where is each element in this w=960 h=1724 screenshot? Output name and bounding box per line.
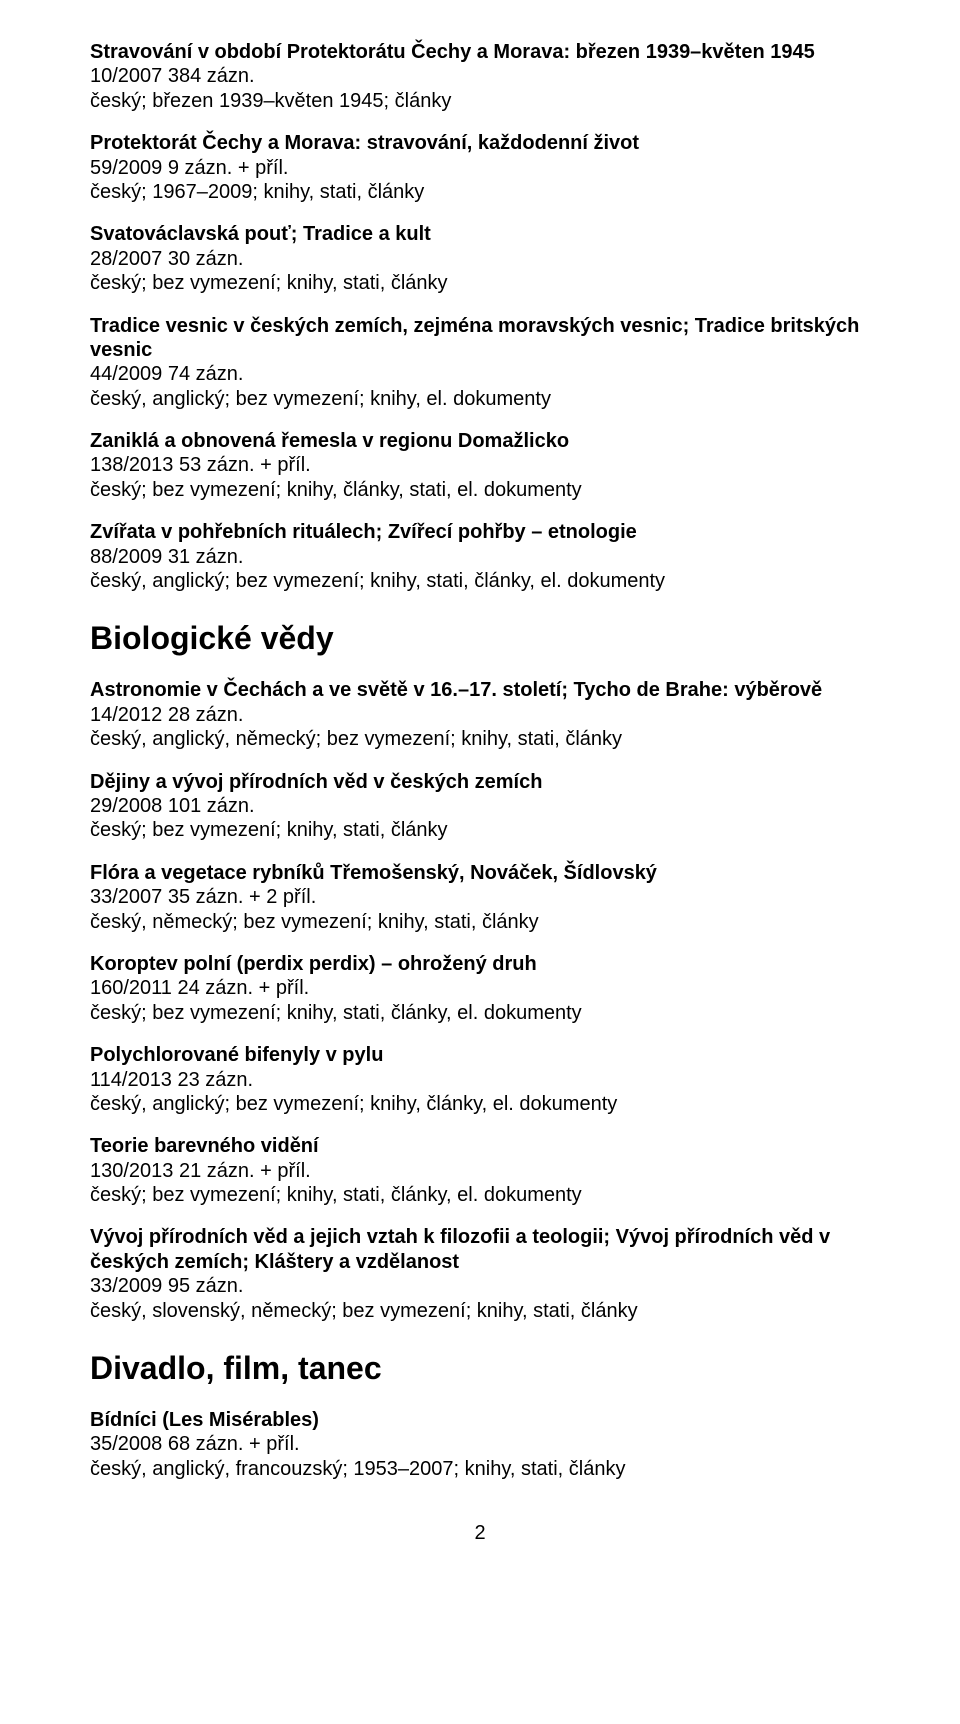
entry-meta: český, německý; bez vymezení; knihy, sta… (90, 910, 870, 934)
bio-entry: Teorie barevného vidění130/2013 21 zázn.… (90, 1134, 870, 1207)
entry-ref: 29/2008 101 zázn. (90, 794, 870, 818)
entry-meta: český, anglický, francouzský; 1953–2007;… (90, 1457, 870, 1481)
entry-title: Zvířata v pohřebních rituálech; Zvířecí … (90, 520, 870, 544)
entry-ref: 44/2009 74 zázn. (90, 362, 870, 386)
section-heading-bio: Biologické vědy (90, 619, 870, 658)
top-entry: Stravování v období Protektorátu Čechy a… (90, 40, 870, 113)
entry-meta: český; bez vymezení; knihy, stati, článk… (90, 1183, 870, 1207)
bio-entry: Polychlorované bifenyly v pylu114/2013 2… (90, 1043, 870, 1116)
entry-title: Vývoj přírodních věd a jejich vztah k fi… (90, 1225, 870, 1274)
entry-title: Dějiny a vývoj přírodních věd v českých … (90, 770, 870, 794)
entry-ref: 59/2009 9 zázn. + příl. (90, 156, 870, 180)
entry-ref: 35/2008 68 zázn. + příl. (90, 1432, 870, 1456)
top-entry: Protektorát Čechy a Morava: stravování, … (90, 131, 870, 204)
bio-entry: Koroptev polní (perdix perdix) – ohrožen… (90, 952, 870, 1025)
entry-title: Polychlorované bifenyly v pylu (90, 1043, 870, 1067)
bio-entry: Dějiny a vývoj přírodních věd v českých … (90, 770, 870, 843)
entry-title: Svatováclavská pouť; Tradice a kult (90, 222, 870, 246)
entry-ref: 138/2013 53 zázn. + příl. (90, 453, 870, 477)
entry-title: Teorie barevného vidění (90, 1134, 870, 1158)
entry-ref: 10/2007 384 zázn. (90, 64, 870, 88)
page-number: 2 (90, 1521, 870, 1545)
entry-meta: český; bez vymezení; knihy, stati, článk… (90, 271, 870, 295)
entry-ref: 114/2013 23 zázn. (90, 1068, 870, 1092)
entry-ref: 130/2013 21 zázn. + příl. (90, 1159, 870, 1183)
entry-meta: český, anglický; bez vymezení; knihy, el… (90, 387, 870, 411)
entry-title: Flóra a vegetace rybníků Třemošenský, No… (90, 861, 870, 885)
top-entry: Tradice vesnic v českých zemích, zejména… (90, 314, 870, 412)
bio-entry: Flóra a vegetace rybníků Třemošenský, No… (90, 861, 870, 934)
entry-title: Protektorát Čechy a Morava: stravování, … (90, 131, 870, 155)
entry-title: Stravování v období Protektorátu Čechy a… (90, 40, 870, 64)
entry-title: Bídníci (Les Misérables) (90, 1408, 870, 1432)
entry-title: Astronomie v Čechách a ve světě v 16.–17… (90, 678, 870, 702)
section-heading-div: Divadlo, film, tanec (90, 1349, 870, 1388)
div-entry: Bídníci (Les Misérables)35/2008 68 zázn.… (90, 1408, 870, 1481)
entry-ref: 88/2009 31 zázn. (90, 545, 870, 569)
entry-ref: 160/2011 24 zázn. + příl. (90, 976, 870, 1000)
entry-meta: český, anglický; bez vymezení; knihy, čl… (90, 1092, 870, 1116)
entry-meta: český, slovenský, německý; bez vymezení;… (90, 1299, 870, 1323)
entry-ref: 33/2007 35 zázn. + 2 příl. (90, 885, 870, 909)
entry-meta: český; 1967–2009; knihy, stati, články (90, 180, 870, 204)
entry-title: Tradice vesnic v českých zemích, zejména… (90, 314, 870, 363)
entry-meta: český; bez vymezení; knihy, články, stat… (90, 478, 870, 502)
entry-meta: český; březen 1939–květen 1945; články (90, 89, 870, 113)
entry-meta: český, anglický; bez vymezení; knihy, st… (90, 569, 870, 593)
entry-ref: 28/2007 30 zázn. (90, 247, 870, 271)
entry-ref: 14/2012 28 zázn. (90, 703, 870, 727)
top-entry: Zvířata v pohřebních rituálech; Zvířecí … (90, 520, 870, 593)
entry-title: Koroptev polní (perdix perdix) – ohrožen… (90, 952, 870, 976)
entry-title: Zaniklá a obnovená řemesla v regionu Dom… (90, 429, 870, 453)
entry-meta: český; bez vymezení; knihy, stati, článk… (90, 818, 870, 842)
entry-meta: český; bez vymezení; knihy, stati, článk… (90, 1001, 870, 1025)
top-entry: Svatováclavská pouť; Tradice a kult28/20… (90, 222, 870, 295)
entry-ref: 33/2009 95 zázn. (90, 1274, 870, 1298)
bio-entry: Vývoj přírodních věd a jejich vztah k fi… (90, 1225, 870, 1323)
top-entry: Zaniklá a obnovená řemesla v regionu Dom… (90, 429, 870, 502)
entry-meta: český, anglický, německý; bez vymezení; … (90, 727, 870, 751)
bio-entry: Astronomie v Čechách a ve světě v 16.–17… (90, 678, 870, 751)
